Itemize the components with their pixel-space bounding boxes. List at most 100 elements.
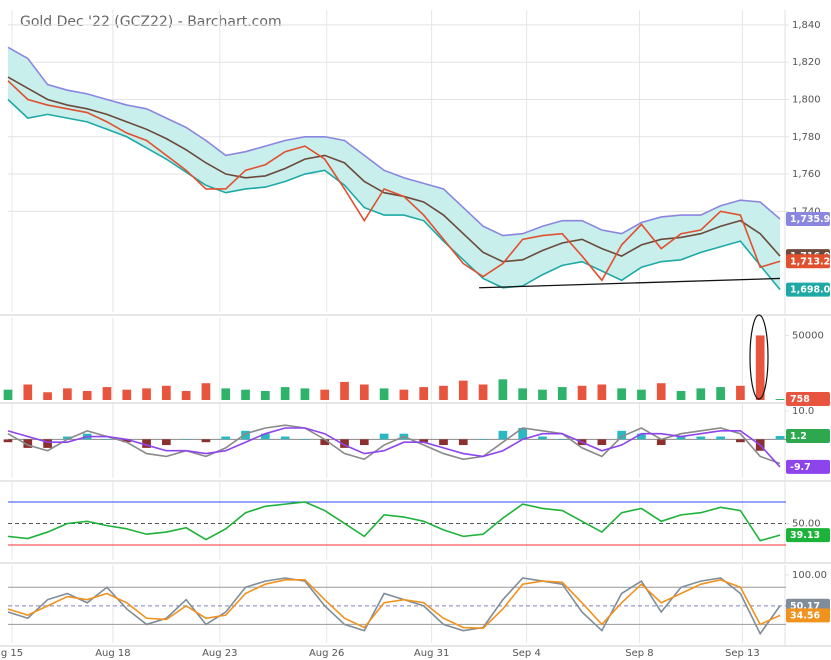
bar xyxy=(221,388,231,400)
volume-highlight xyxy=(749,314,769,400)
value-tag-box xyxy=(786,254,830,269)
bar xyxy=(102,387,112,400)
bar xyxy=(538,436,547,440)
value-tag-label: 1.2 xyxy=(790,431,807,442)
value-tag-label: -9.7 xyxy=(790,462,811,473)
bar xyxy=(23,439,33,448)
bar xyxy=(458,380,468,400)
bar xyxy=(498,430,508,440)
bar xyxy=(122,389,132,400)
bar xyxy=(201,383,211,400)
bar xyxy=(181,390,191,400)
value-tag-box xyxy=(786,211,830,226)
value-tag-box xyxy=(786,282,830,297)
bar xyxy=(379,388,389,400)
bar xyxy=(102,439,112,440)
bar xyxy=(340,439,349,448)
y-tick-label: 1,740 xyxy=(792,206,821,217)
bar xyxy=(142,439,151,448)
y-tick-label: 1,840 xyxy=(792,20,821,31)
bar xyxy=(716,436,725,440)
bar xyxy=(3,439,13,443)
x-tick-label: Aug 26 xyxy=(309,648,344,659)
trendline xyxy=(479,277,781,289)
bar xyxy=(518,388,528,400)
bar xyxy=(241,430,250,440)
bar xyxy=(597,384,607,400)
series-line xyxy=(7,501,781,542)
bar xyxy=(736,439,745,443)
bar xyxy=(320,389,330,400)
bar xyxy=(696,388,706,400)
value-tag-box xyxy=(786,392,830,407)
value-tag-label: 1,735.9 xyxy=(790,214,830,225)
value-tag-box xyxy=(786,459,830,474)
x-tick-label: Sep 13 xyxy=(725,648,760,659)
bar xyxy=(260,433,270,440)
series-line xyxy=(7,76,781,263)
bar xyxy=(43,439,52,448)
bar xyxy=(637,433,646,440)
series-line xyxy=(7,579,781,629)
x-tick-label: g 15 xyxy=(1,648,23,659)
value-tag: 39.13 xyxy=(786,528,830,543)
bar xyxy=(419,439,429,443)
bar xyxy=(676,390,686,400)
bar xyxy=(241,389,250,400)
series-line xyxy=(7,98,781,291)
bar xyxy=(656,439,666,446)
y-tick-label: 50.00 xyxy=(792,518,821,529)
bar xyxy=(63,436,72,440)
value-tag: 758 xyxy=(786,392,830,407)
bar xyxy=(458,439,468,446)
y-tick-label: 1,760 xyxy=(792,169,821,180)
bar xyxy=(340,381,349,400)
bar xyxy=(3,389,13,400)
value-tag: -9.7 xyxy=(786,459,830,474)
y-tick-label: 1,820 xyxy=(792,57,821,68)
bar xyxy=(518,428,528,440)
bar xyxy=(320,439,330,446)
bar xyxy=(716,387,725,400)
value-tag: 1.2 xyxy=(786,428,830,443)
value-tag-box xyxy=(786,608,830,623)
band-fill xyxy=(8,47,780,290)
bar xyxy=(617,388,626,400)
bar xyxy=(696,436,706,440)
bar xyxy=(280,436,290,440)
x-tick-label: Aug 31 xyxy=(414,648,449,659)
x-tick-label: Sep 4 xyxy=(512,648,540,659)
value-tag-label: 34.56 xyxy=(790,610,820,621)
value-tag-label: 50.17 xyxy=(790,601,820,612)
y-tick-label: 10.0 xyxy=(792,406,814,417)
series-line xyxy=(7,427,781,468)
bar xyxy=(201,439,211,443)
bar xyxy=(597,439,607,446)
series-line xyxy=(7,80,781,282)
value-tag: 1,735.9 xyxy=(786,211,830,226)
value-tag: 1,713.2 xyxy=(786,254,830,269)
bar xyxy=(181,439,191,440)
value-tag-label: 39.13 xyxy=(790,530,820,541)
value-tag: 1,698.0 xyxy=(786,282,831,297)
series-line xyxy=(7,577,781,636)
bar xyxy=(142,388,151,400)
bar xyxy=(419,387,429,400)
bar xyxy=(63,388,72,400)
bar xyxy=(300,439,310,440)
bar xyxy=(557,439,567,440)
bar xyxy=(637,389,646,400)
series-line xyxy=(7,46,781,237)
bar xyxy=(676,436,686,440)
bar xyxy=(775,399,785,400)
bar xyxy=(439,439,448,446)
value-tag: 34.56 xyxy=(786,608,830,623)
bar xyxy=(617,430,626,440)
x-tick-label: Aug 23 xyxy=(202,648,237,659)
value-tag-label: 1,713.2 xyxy=(790,256,830,267)
value-tag-label: 758 xyxy=(790,394,810,405)
value-tag-box xyxy=(786,428,830,443)
bar xyxy=(557,387,567,400)
bar xyxy=(43,392,52,400)
